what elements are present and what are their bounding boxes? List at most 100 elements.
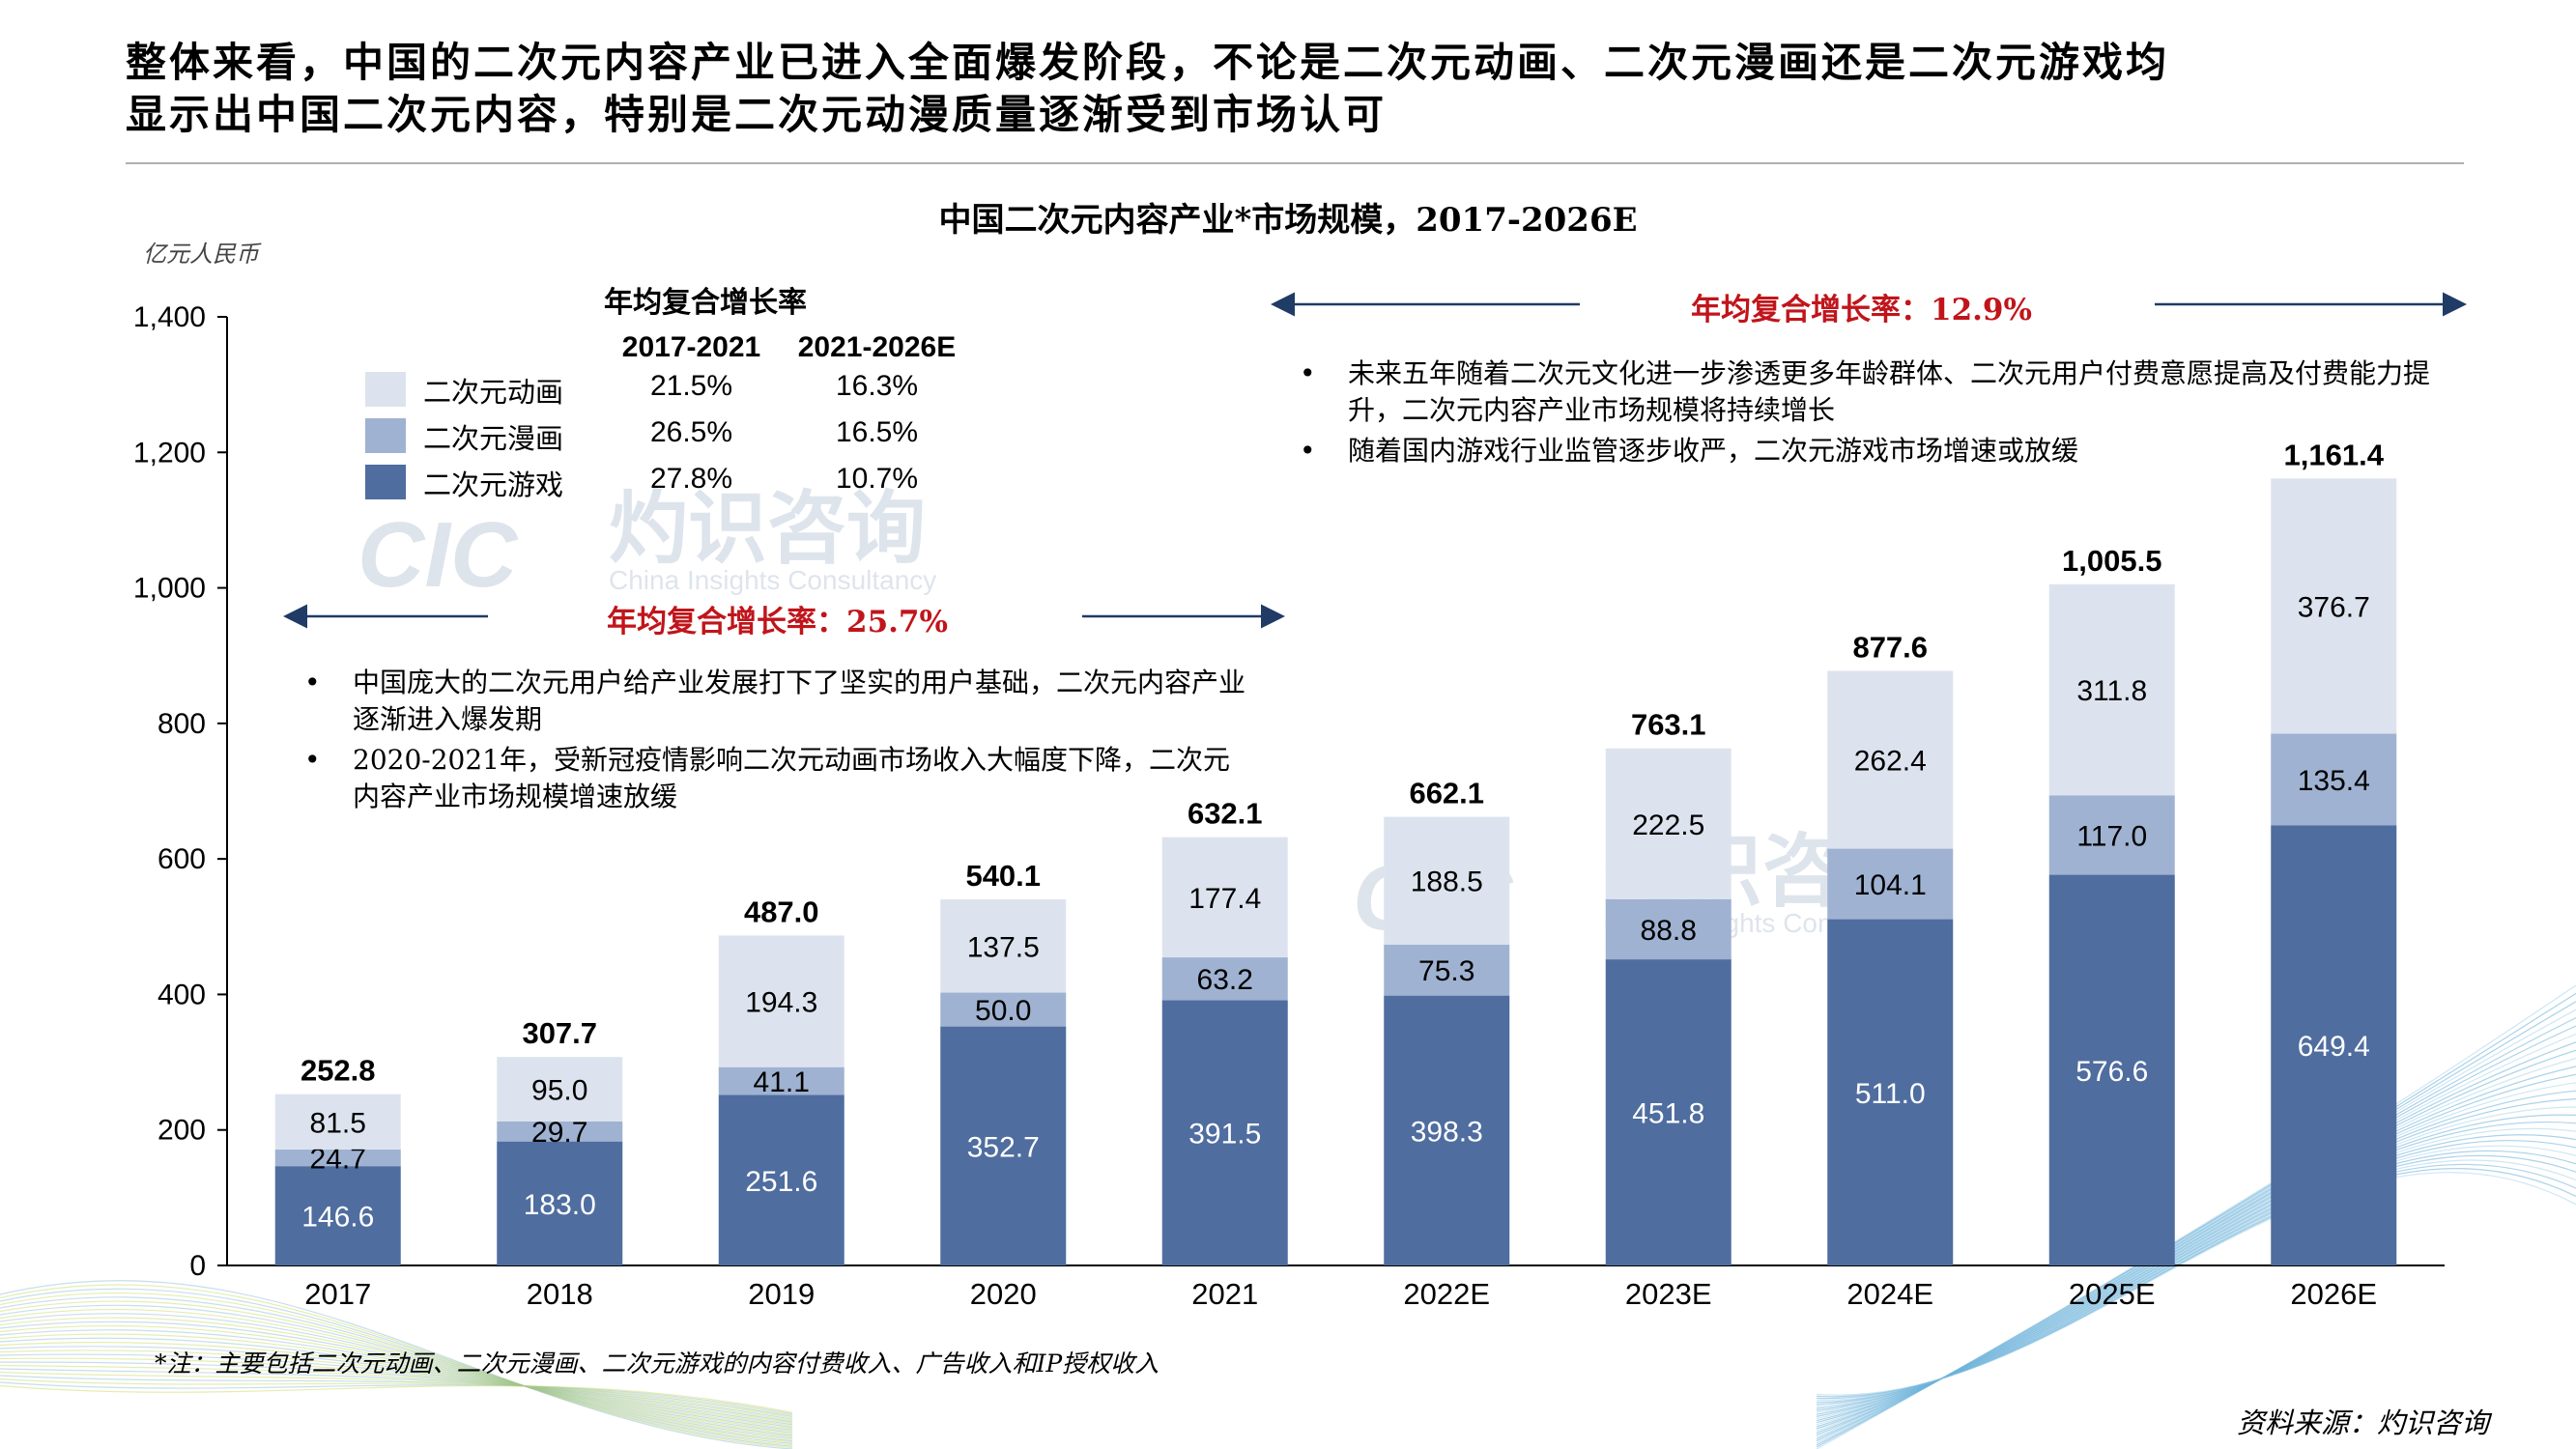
bullets-right: • 未来五年随着二次元文化进一步渗透更多年龄群体、二次元用户付费意愿提高及付费能…: [1300, 355, 2440, 473]
data-label: 29.7: [531, 1117, 587, 1149]
decorative-wave-line: [0, 1280, 793, 1449]
total-label: 632.1: [1188, 797, 1263, 831]
headline: 整体来看，中国的二次元内容产业已进入全面爆发阶段，不论是二次元动画、二次元漫画还…: [126, 37, 2464, 141]
legend-swatch-games: [365, 465, 406, 499]
decorative-wave-line: [0, 1292, 793, 1446]
decorative-wave-line: [0, 1333, 793, 1433]
total-label: 877.6: [1852, 630, 1928, 664]
footnote: *注：主要包括二次元动画、二次元漫画、二次元游戏的内容付费收入、广告收入和IP授…: [155, 1350, 1159, 1378]
data-label: 50.0: [975, 995, 1031, 1027]
x-tick-label: 2023E: [1625, 1277, 1712, 1311]
total-label: 307.7: [522, 1016, 597, 1050]
data-label: 311.8: [2076, 675, 2147, 707]
cagr-value: 16.5%: [835, 416, 919, 448]
bar-segment: [497, 1141, 623, 1265]
bar-segment: [2048, 583, 2175, 796]
decorative-wave-line: [0, 1346, 793, 1429]
total-label: 763.1: [1631, 708, 1706, 742]
bar-segment: [1161, 1000, 1288, 1265]
decorative-wave-line: [1816, 1172, 2576, 1396]
y-axis-unit-label: 亿元人民币: [143, 241, 259, 268]
bar-segment: [2271, 825, 2397, 1265]
decorative-wave-line: [0, 1378, 793, 1416]
headline-line-1: 整体来看，中国的二次元内容产业已进入全面爆发阶段，不论是二次元动画、二次元漫画还…: [126, 39, 2170, 86]
legend-label-games: 二次元游戏: [423, 469, 564, 501]
decorative-wave-line: [0, 1368, 793, 1420]
bar-segment: [940, 899, 1067, 993]
source-label: 资料来源：灼识咨询: [2236, 1406, 2489, 1439]
bullet-text: 2020-2021年，受新冠疫情影响二次元动画市场收入大幅度下降，二次元内容产业…: [353, 744, 1230, 812]
total-label: 252.8: [301, 1054, 376, 1088]
data-label: 222.5: [1632, 810, 1704, 841]
y-tick-label: 200: [157, 1115, 206, 1147]
cagr-value: 10.7%: [835, 463, 919, 495]
bullet-item: • 2020-2021年，受新冠疫情影响二次元动画市场收入大幅度下降，二次元内容…: [304, 742, 1246, 815]
cagr-col-header-1: 2017-2021: [621, 331, 761, 363]
cagr-table-title: 年均复合增长率: [604, 286, 807, 320]
bullet-dot: •: [1300, 435, 1316, 467]
data-label: 41.1: [754, 1066, 810, 1098]
data-label: 262.4: [1854, 746, 1927, 778]
bullet-text: 中国庞大的二次元用户给产业发展打下了坚实的用户基础，二次元内容产业逐渐进入爆发期: [353, 667, 1246, 735]
header-divider: [126, 162, 2464, 164]
total-label: 540.1: [965, 859, 1041, 893]
bar-segment: [1161, 837, 1288, 958]
y-tick-label: 600: [157, 843, 206, 875]
bullet-dot: •: [1300, 357, 1316, 389]
decorative-wave-line: [0, 1288, 793, 1447]
cagr-value: 27.8%: [649, 463, 733, 495]
y-tick-label: 1,200: [133, 437, 206, 469]
data-label: 137.5: [967, 931, 1040, 963]
data-label: 95.0: [531, 1074, 587, 1106]
legend-label-comics: 二次元漫画: [423, 422, 564, 455]
cagr-value: 21.5%: [649, 370, 733, 402]
decorative-wave-line: [0, 1384, 793, 1413]
data-label: 352.7: [967, 1131, 1040, 1163]
bullet-text: 随着国内游戏行业监管逐步收严，二次元游戏市场增速或放缓: [1348, 435, 2079, 467]
cagr-value: 16.3%: [835, 370, 919, 402]
bar-segment: [1827, 919, 1954, 1265]
data-label: 75.3: [1418, 955, 1474, 987]
bullet-dot: •: [304, 667, 321, 698]
y-tick-label: 1,000: [133, 573, 206, 605]
decorative-wave-line: [0, 1313, 793, 1439]
bar-segment: [1384, 816, 1510, 945]
bar-segment: [1161, 957, 1288, 1001]
cagr-left-label: 年均复合增长率：25.7%: [607, 605, 948, 639]
bullet-item: • 随着国内游戏行业监管逐步收严，二次元游戏市场增速或放缓: [1300, 433, 2440, 469]
bar-segment: [497, 1057, 623, 1122]
chart-title: 中国二次元内容产业*市场规模，2017-2026E: [938, 201, 1638, 240]
legend-swatch-animation: [365, 372, 406, 407]
x-tick-label: 2020: [970, 1277, 1037, 1311]
bullets-left: • 中国庞大的二次元用户给产业发展打下了坚实的用户基础，二次元内容产业逐渐进入爆…: [304, 665, 1246, 819]
bar-segment: [274, 1149, 401, 1167]
bar-segment: [1827, 670, 1954, 849]
decorative-wave-line: [0, 1296, 793, 1444]
data-label: 146.6: [301, 1202, 374, 1234]
decorative-wave-line: [0, 1371, 793, 1419]
cagr-value: 26.5%: [649, 416, 733, 448]
bar-segment: [2048, 795, 2175, 875]
bar-segment: [718, 1094, 844, 1265]
legend-row-games: 二次元游戏 27.8% 10.7%: [358, 463, 995, 505]
bar-segment: [718, 1066, 844, 1095]
x-tick-label: 2024E: [1846, 1277, 1933, 1311]
bar-segment: [497, 1121, 623, 1142]
bar-segment: [940, 992, 1067, 1027]
data-label: 104.1: [1854, 869, 1927, 901]
decorative-wave-line: [0, 1284, 793, 1449]
data-label: 649.4: [2298, 1031, 2370, 1063]
data-label: 576.6: [2075, 1056, 2148, 1088]
legend-label-animation: 二次元动画: [423, 376, 564, 409]
data-label: 451.8: [1632, 1098, 1704, 1130]
bar-segment: [2271, 733, 2397, 826]
data-label: 511.0: [1855, 1078, 1926, 1110]
cagr-table-header: 2017-2021 2021-2026E: [358, 331, 995, 374]
data-label: 398.3: [1411, 1116, 1483, 1148]
data-label: 188.5: [1411, 867, 1483, 898]
legend-row-animation: 二次元动画 21.5% 16.3%: [358, 370, 995, 412]
legend-swatch-comics: [365, 418, 406, 453]
x-tick-label: 2026E: [2290, 1277, 2377, 1311]
